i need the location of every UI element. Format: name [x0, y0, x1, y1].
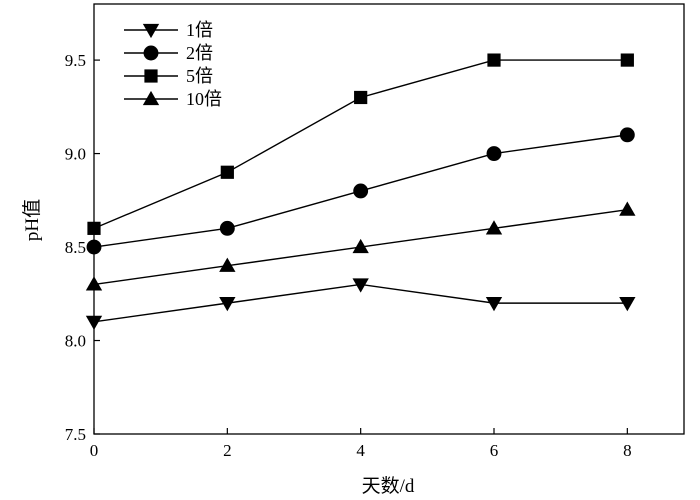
y-tick-label: 9.5	[65, 51, 86, 70]
legend-marker	[143, 45, 159, 61]
series-layer	[85, 53, 636, 330]
legend-marker	[142, 90, 160, 106]
data-point	[352, 278, 369, 293]
x-tick-label: 6	[490, 441, 499, 460]
x-tick-label: 0	[90, 441, 99, 460]
data-point	[219, 297, 236, 312]
y-tick-label: 9.0	[65, 145, 86, 164]
series-triangle-up	[85, 201, 636, 291]
data-point	[87, 221, 101, 235]
x-tick-label: 2	[223, 441, 232, 460]
plot-frame	[93, 3, 685, 435]
data-point	[485, 297, 503, 312]
series-line	[93, 59, 628, 229]
y-tick-label: 8.5	[65, 238, 86, 257]
data-point	[619, 297, 636, 312]
x-tick-label: 8	[623, 441, 632, 460]
x-tick-label: 4	[356, 441, 365, 460]
y-axis-label: pH值	[21, 199, 43, 241]
data-point	[86, 239, 102, 255]
x-axis-label: 天数/d	[362, 475, 415, 497]
data-point	[485, 220, 503, 235]
data-point	[220, 165, 234, 179]
legend-label: 5倍	[186, 66, 213, 86]
legend-item: 5倍	[124, 66, 213, 86]
data-point	[619, 127, 635, 143]
series-circle	[86, 127, 635, 255]
legend: 1倍 2倍 5倍 10倍	[124, 20, 222, 109]
data-point	[619, 201, 636, 216]
data-point	[85, 276, 103, 291]
legend-label: 10倍	[186, 89, 222, 109]
legend-marker	[144, 69, 158, 83]
data-point	[486, 146, 502, 162]
legend-item: 10倍	[124, 89, 222, 109]
legend-item: 2倍	[124, 43, 213, 63]
data-point	[219, 257, 236, 272]
data-point	[487, 53, 501, 67]
series-triangle-down	[85, 278, 636, 330]
data-point	[354, 90, 368, 105]
x-axis-ticks: 0 2 4 6 8	[90, 428, 632, 460]
series-square	[87, 53, 634, 235]
legend-item: 1倍	[124, 20, 213, 40]
legend-label: 1倍	[186, 20, 213, 40]
plot-border	[93, 3, 685, 435]
data-point	[620, 53, 634, 67]
legend-label: 2倍	[186, 43, 213, 63]
data-point	[352, 238, 369, 254]
y-tick-label: 7.5	[65, 425, 86, 444]
legend-marker	[142, 23, 160, 39]
data-point	[85, 315, 103, 330]
data-point	[219, 220, 235, 236]
y-tick-label: 8.0	[65, 332, 86, 351]
data-point	[353, 183, 369, 199]
